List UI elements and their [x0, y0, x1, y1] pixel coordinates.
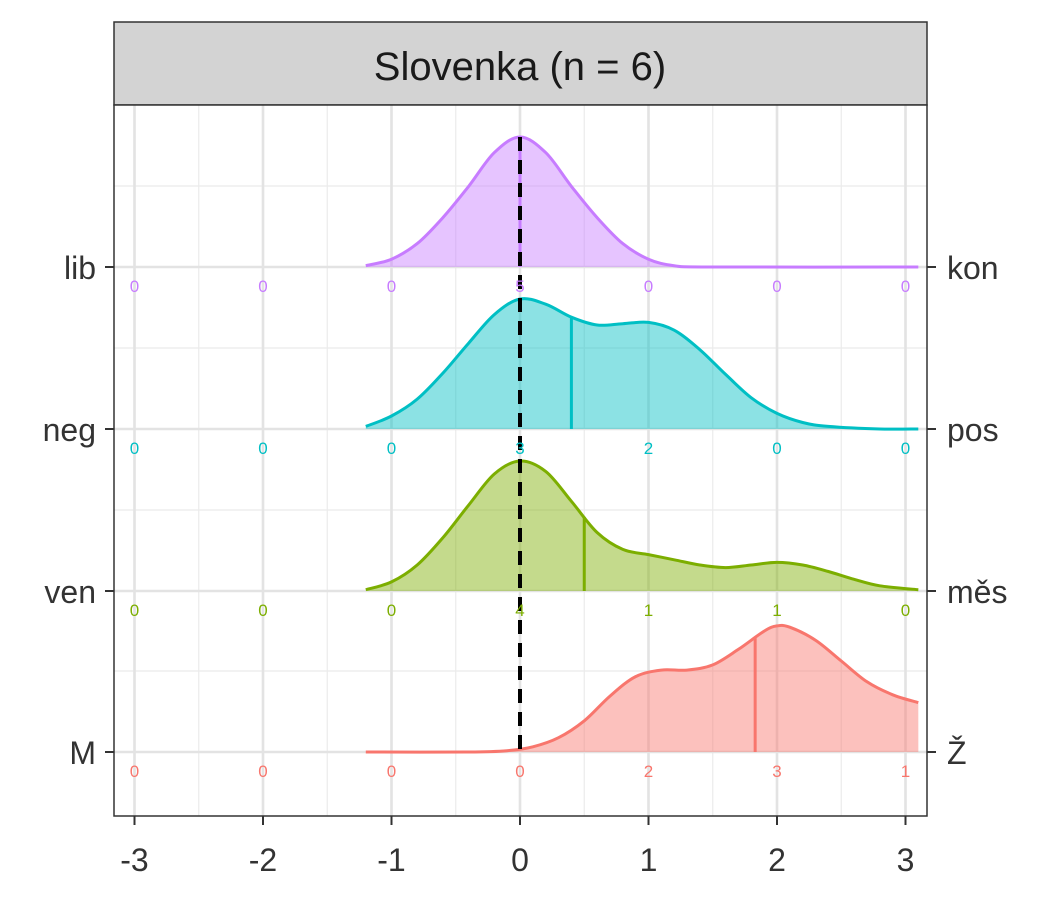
- count-label: 0: [130, 277, 139, 296]
- right-axis-label: Ž: [947, 735, 967, 771]
- count-label: 5: [515, 277, 524, 296]
- count-label: 0: [901, 439, 910, 458]
- count-label: 0: [772, 277, 781, 296]
- panel-title: Slovenka (n = 6): [374, 45, 666, 89]
- count-label: 1: [901, 762, 910, 781]
- count-label: 0: [258, 601, 267, 620]
- count-labels: 0 0 0 5 0 0 0 0 0 0 3 2 0 0 0 0 0 4 1 1 0 0 0 0 0 2 3 1: [130, 277, 910, 781]
- right-axis-label: měs: [947, 574, 1007, 610]
- x-tick-label: 1: [640, 842, 658, 878]
- count-label: 0: [387, 762, 396, 781]
- axes: -3 -2 -1 0 1 2 3 lib kon neg pos ven měs M Ž: [43, 250, 1008, 878]
- count-label: 3: [515, 439, 524, 458]
- count-label: 0: [130, 601, 139, 620]
- left-axis-label: lib: [64, 250, 96, 286]
- ridge-line-ven: [365, 459, 919, 592]
- count-label: 0: [644, 277, 653, 296]
- count-label: 0: [387, 277, 396, 296]
- count-label: 0: [387, 601, 396, 620]
- x-tick-label: -3: [120, 842, 148, 878]
- left-axis-label: M: [69, 735, 96, 771]
- right-axis-label: kon: [947, 250, 999, 286]
- count-label: 2: [644, 762, 653, 781]
- ridge-line-neg: [365, 297, 919, 431]
- count-label: 0: [130, 762, 139, 781]
- ridge-line-lib: [365, 135, 919, 269]
- right-axis-label: pos: [947, 412, 999, 448]
- count-label: 3: [772, 762, 781, 781]
- left-axis-label: ven: [44, 574, 96, 610]
- strip-background: [113, 21, 928, 106]
- count-label: 1: [644, 601, 653, 620]
- ridges: [365, 135, 919, 754]
- x-tick-label: 0: [511, 842, 529, 878]
- x-tick-label: 3: [897, 842, 915, 878]
- count-label: 0: [515, 762, 524, 781]
- count-label: 4: [515, 601, 524, 620]
- count-label: 0: [258, 762, 267, 781]
- count-label: 2: [644, 439, 653, 458]
- x-tick-label: -1: [377, 842, 405, 878]
- count-label: 1: [772, 601, 781, 620]
- ridge-area-ven: [365, 460, 919, 591]
- x-tick-label: -2: [249, 842, 277, 878]
- count-label: 0: [258, 277, 267, 296]
- count-label: 0: [901, 601, 910, 620]
- count-label: 0: [772, 439, 781, 458]
- count-label: 0: [901, 277, 910, 296]
- ridge-area-M: [365, 625, 919, 753]
- x-tick-label: 2: [768, 842, 786, 878]
- ridge-area-lib: [365, 137, 919, 268]
- count-label: 0: [258, 439, 267, 458]
- ridge-line-M: [365, 623, 919, 754]
- left-axis-label: neg: [43, 412, 96, 448]
- ridge-area-neg: [365, 298, 919, 430]
- count-label: 0: [387, 439, 396, 458]
- count-label: 0: [130, 439, 139, 458]
